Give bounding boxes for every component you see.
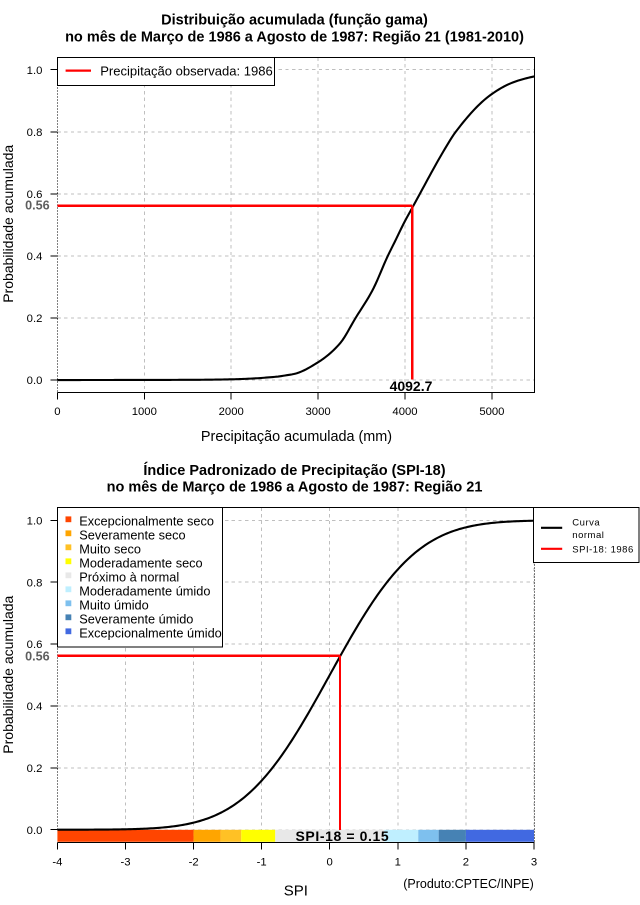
- svg-text:normal: normal: [572, 530, 604, 541]
- svg-text:Excepcionalmente úmido: Excepcionalmente úmido: [79, 626, 221, 641]
- svg-text:5000: 5000: [479, 406, 504, 418]
- svg-text:SPI-18: 1986: SPI-18: 1986: [572, 545, 633, 556]
- svg-text:4000: 4000: [392, 406, 417, 418]
- svg-text:SPI-18 = 0.15: SPI-18 = 0.15: [295, 828, 389, 844]
- svg-text:0: 0: [54, 406, 60, 418]
- svg-text:Severamente úmido: Severamente úmido: [79, 612, 193, 627]
- svg-text:Muito seco: Muito seco: [79, 542, 141, 557]
- svg-text:Precipitação observada: 1986: Precipitação observada: 1986: [100, 63, 273, 78]
- svg-text:2: 2: [463, 857, 469, 869]
- svg-text:0.56: 0.56: [25, 649, 50, 663]
- svg-text:Muito úmido: Muito úmido: [79, 598, 148, 613]
- svg-text:Severamente seco: Severamente seco: [79, 528, 185, 543]
- svg-text:-1: -1: [257, 857, 267, 869]
- svg-text:0.4: 0.4: [27, 701, 43, 713]
- svg-text:4092.7: 4092.7: [390, 378, 433, 394]
- svg-text:no mês de Março de 1986 a Agos: no mês de Março de 1986 a Agosto de 1987…: [65, 29, 524, 45]
- svg-text:0.6: 0.6: [27, 639, 43, 651]
- svg-text:SPI: SPI: [284, 883, 308, 900]
- svg-text:Probabilidade acumulada: Probabilidade acumulada: [0, 595, 16, 753]
- svg-text:0.2: 0.2: [27, 763, 43, 775]
- svg-text:-4: -4: [52, 857, 62, 869]
- svg-text:(Produto:CPTEC/INPE): (Produto:CPTEC/INPE): [403, 877, 534, 891]
- svg-text:-2: -2: [189, 857, 199, 869]
- svg-text:Precipitação acumulada (mm): Precipitação acumulada (mm): [201, 429, 392, 445]
- svg-text:1: 1: [395, 857, 401, 869]
- svg-text:Excepcionalmente seco: Excepcionalmente seco: [79, 514, 214, 529]
- svg-text:0.2: 0.2: [27, 313, 43, 325]
- svg-text:Curva: Curva: [572, 518, 600, 529]
- svg-text:Próximo à normal: Próximo à normal: [79, 570, 179, 585]
- svg-text:2000: 2000: [219, 406, 244, 418]
- svg-text:Probabilidade acumulada: Probabilidade acumulada: [0, 145, 16, 303]
- svg-text:0.0: 0.0: [27, 825, 43, 837]
- svg-text:0: 0: [327, 857, 333, 869]
- svg-text:Moderadamente úmido: Moderadamente úmido: [79, 584, 210, 599]
- svg-text:0.8: 0.8: [27, 577, 43, 589]
- svg-text:Índice Padronizado de Precipit: Índice Padronizado de Precipitação (SPI-…: [143, 462, 445, 479]
- svg-text:-3: -3: [120, 857, 130, 869]
- svg-text:0.4: 0.4: [27, 251, 43, 263]
- svg-text:1.0: 1.0: [27, 65, 43, 77]
- svg-text:3000: 3000: [306, 406, 331, 418]
- svg-text:0.6: 0.6: [27, 189, 43, 201]
- svg-text:Distribuição acumulada (função: Distribuição acumulada (função gama): [161, 13, 428, 29]
- svg-text:0.0: 0.0: [27, 375, 43, 387]
- svg-text:3: 3: [531, 857, 537, 869]
- svg-text:no mês de Março de 1986 a Agos: no mês de Março de 1986 a Agosto de 1987…: [107, 479, 483, 495]
- svg-text:0.56: 0.56: [25, 199, 50, 213]
- svg-text:Moderadamente seco: Moderadamente seco: [79, 556, 202, 571]
- svg-text:1000: 1000: [132, 406, 157, 418]
- svg-text:1.0: 1.0: [27, 515, 43, 527]
- svg-text:0.8: 0.8: [27, 127, 43, 139]
